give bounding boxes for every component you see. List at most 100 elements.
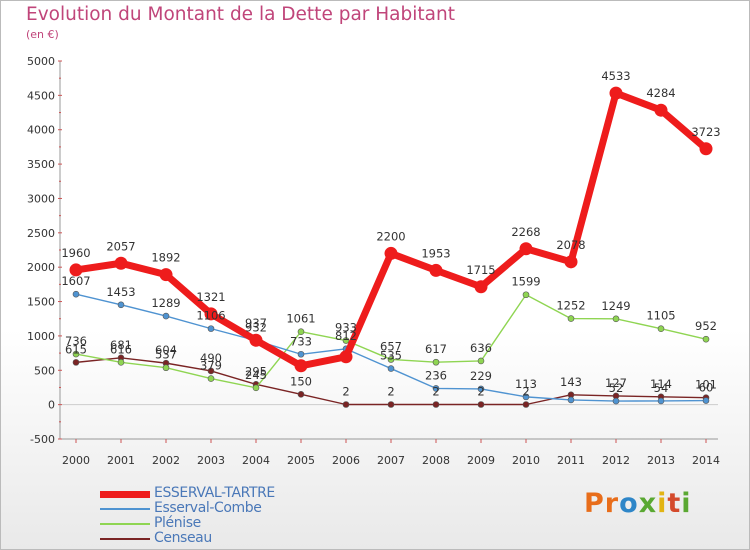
- data-label: 952: [695, 319, 717, 333]
- data-point: [297, 350, 305, 358]
- legend-label: Plénise: [154, 515, 201, 531]
- data-point: [432, 385, 440, 392]
- x-tick-label: 2014: [692, 454, 720, 467]
- data-label: 2: [522, 384, 529, 398]
- y-tick-label: 4500: [27, 89, 55, 102]
- data-label: 113: [515, 377, 537, 391]
- data-point: [522, 401, 530, 408]
- data-point: [162, 364, 170, 372]
- data-label: 490: [200, 351, 222, 365]
- data-point: [612, 397, 620, 405]
- data-point: [297, 391, 305, 398]
- data-point: [567, 315, 575, 322]
- data-label: 4284: [646, 86, 675, 100]
- data-point: [702, 335, 710, 343]
- data-label: 812: [335, 329, 357, 343]
- data-point: [249, 333, 263, 347]
- data-point: [657, 397, 665, 405]
- logo-letter: o: [619, 488, 639, 519]
- x-tick-label: 2011: [557, 454, 585, 467]
- data-label: 2: [432, 384, 439, 398]
- data-point: [204, 307, 218, 321]
- data-point: [384, 246, 398, 260]
- chart-title: Evolution du Montant de la Dette par Hab…: [26, 4, 455, 25]
- data-label: 114: [650, 377, 672, 391]
- data-label: 379: [200, 359, 222, 373]
- data-label: 636: [470, 341, 492, 355]
- legend-label: Censeau: [154, 530, 212, 546]
- logo-letter: P: [584, 488, 605, 519]
- data-label: 615: [65, 342, 87, 356]
- data-point: [609, 86, 623, 100]
- data-label: 1453: [106, 285, 135, 299]
- data-point: [114, 256, 128, 270]
- x-tick-label: 2001: [107, 454, 135, 467]
- data-point: [432, 401, 440, 408]
- data-label: 101: [695, 378, 717, 392]
- legend-swatch: [100, 538, 150, 540]
- data-label: 127: [605, 376, 627, 390]
- data-label: 1321: [196, 290, 225, 304]
- data-label: 736: [65, 334, 87, 348]
- data-label: 933: [335, 321, 357, 335]
- data-point: [339, 350, 353, 364]
- legend-swatch: [100, 490, 150, 498]
- legend-item: Censeau: [100, 530, 360, 546]
- data-point: [474, 280, 488, 294]
- data-point: [387, 365, 395, 372]
- data-label: 54: [654, 381, 669, 395]
- x-tick-label: 2002: [152, 454, 180, 467]
- y-tick-label: 3500: [27, 158, 55, 171]
- legend-swatch: [100, 523, 150, 525]
- data-point: [699, 142, 713, 156]
- data-point: [159, 268, 173, 282]
- data-label: 229: [470, 369, 492, 383]
- x-tick-label: 2000: [62, 454, 90, 467]
- data-label: 604: [155, 343, 177, 357]
- data-point: [207, 367, 215, 375]
- data-point: [477, 385, 485, 393]
- data-label: 681: [110, 338, 132, 352]
- data-label: 537: [155, 348, 177, 362]
- data-point: [654, 103, 668, 117]
- data-point: [564, 255, 578, 269]
- proxiti-logo: Proxiti: [584, 488, 692, 519]
- logo-letter: x: [638, 488, 658, 519]
- data-label: 245: [245, 368, 267, 382]
- x-tick-label: 2012: [602, 454, 630, 467]
- y-tick-label: 2000: [27, 261, 55, 274]
- data-label: 1106: [196, 309, 225, 323]
- series-lines: [69, 86, 713, 408]
- y-tick-label: -500: [30, 433, 55, 446]
- data-label: 1607: [61, 274, 90, 288]
- data-labels: 1960 2057 1892 1321 937 2200 1953 1715 2268 2078 4…: [61, 69, 720, 398]
- data-point: [429, 263, 443, 277]
- data-label: 143: [560, 375, 582, 389]
- legend-item: Esserval-Combe: [100, 500, 360, 516]
- y-tick-label: 5000: [27, 55, 55, 68]
- data-label: 1289: [151, 296, 180, 310]
- data-label: 295: [245, 364, 267, 378]
- legend-item: Plénise: [100, 515, 360, 531]
- logo-letter: t: [667, 488, 682, 519]
- data-label: 2: [342, 384, 349, 398]
- legend-item: ESSERVAL-TARTRE: [100, 485, 360, 501]
- y-tick-label: 1500: [27, 296, 55, 309]
- data-label: 2: [477, 384, 484, 398]
- data-point: [477, 357, 485, 365]
- data-label: 2200: [376, 229, 405, 243]
- y-tick-label: 1000: [27, 330, 55, 343]
- data-point: [72, 290, 80, 298]
- data-label: 657: [380, 339, 402, 353]
- data-label: 1715: [466, 263, 495, 277]
- data-label: 2078: [556, 238, 585, 252]
- data-point: [207, 325, 215, 332]
- data-point: [657, 325, 665, 332]
- legend-label: ESSERVAL-TARTRE: [154, 485, 275, 501]
- data-point: [387, 356, 395, 363]
- legend-swatch: [100, 508, 150, 510]
- data-point: [72, 359, 80, 366]
- x-tick-label: 2005: [287, 454, 315, 467]
